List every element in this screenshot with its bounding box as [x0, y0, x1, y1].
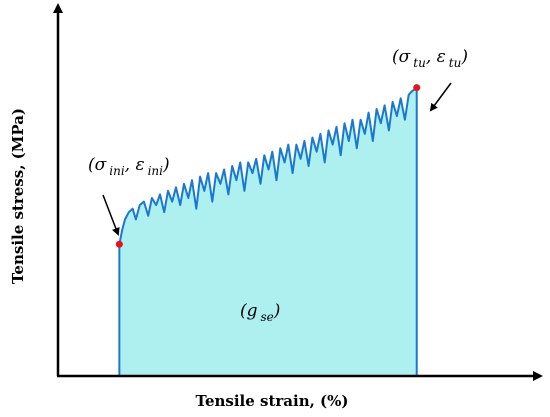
ultimate-point-annotation: (σ tu, ε tu): [392, 47, 468, 70]
strain-energy-area: [119, 87, 417, 376]
ultimate-point-arrow: [429, 82, 452, 112]
initial-point-annotation: (σ ini, ε ini): [88, 155, 170, 178]
ultimate-point-marker: [413, 84, 421, 92]
stress-strain-curve: [118, 86, 418, 245]
strain-energy-label: (g se): [240, 301, 280, 324]
initial-point-marker: [115, 240, 123, 248]
plot-area: [115, 84, 421, 376]
y-axis-label: Tensile stress, (MPa): [9, 108, 27, 284]
initial-point-arrow: [102, 194, 120, 236]
x-axis-label: Tensile strain, (%): [196, 392, 349, 410]
